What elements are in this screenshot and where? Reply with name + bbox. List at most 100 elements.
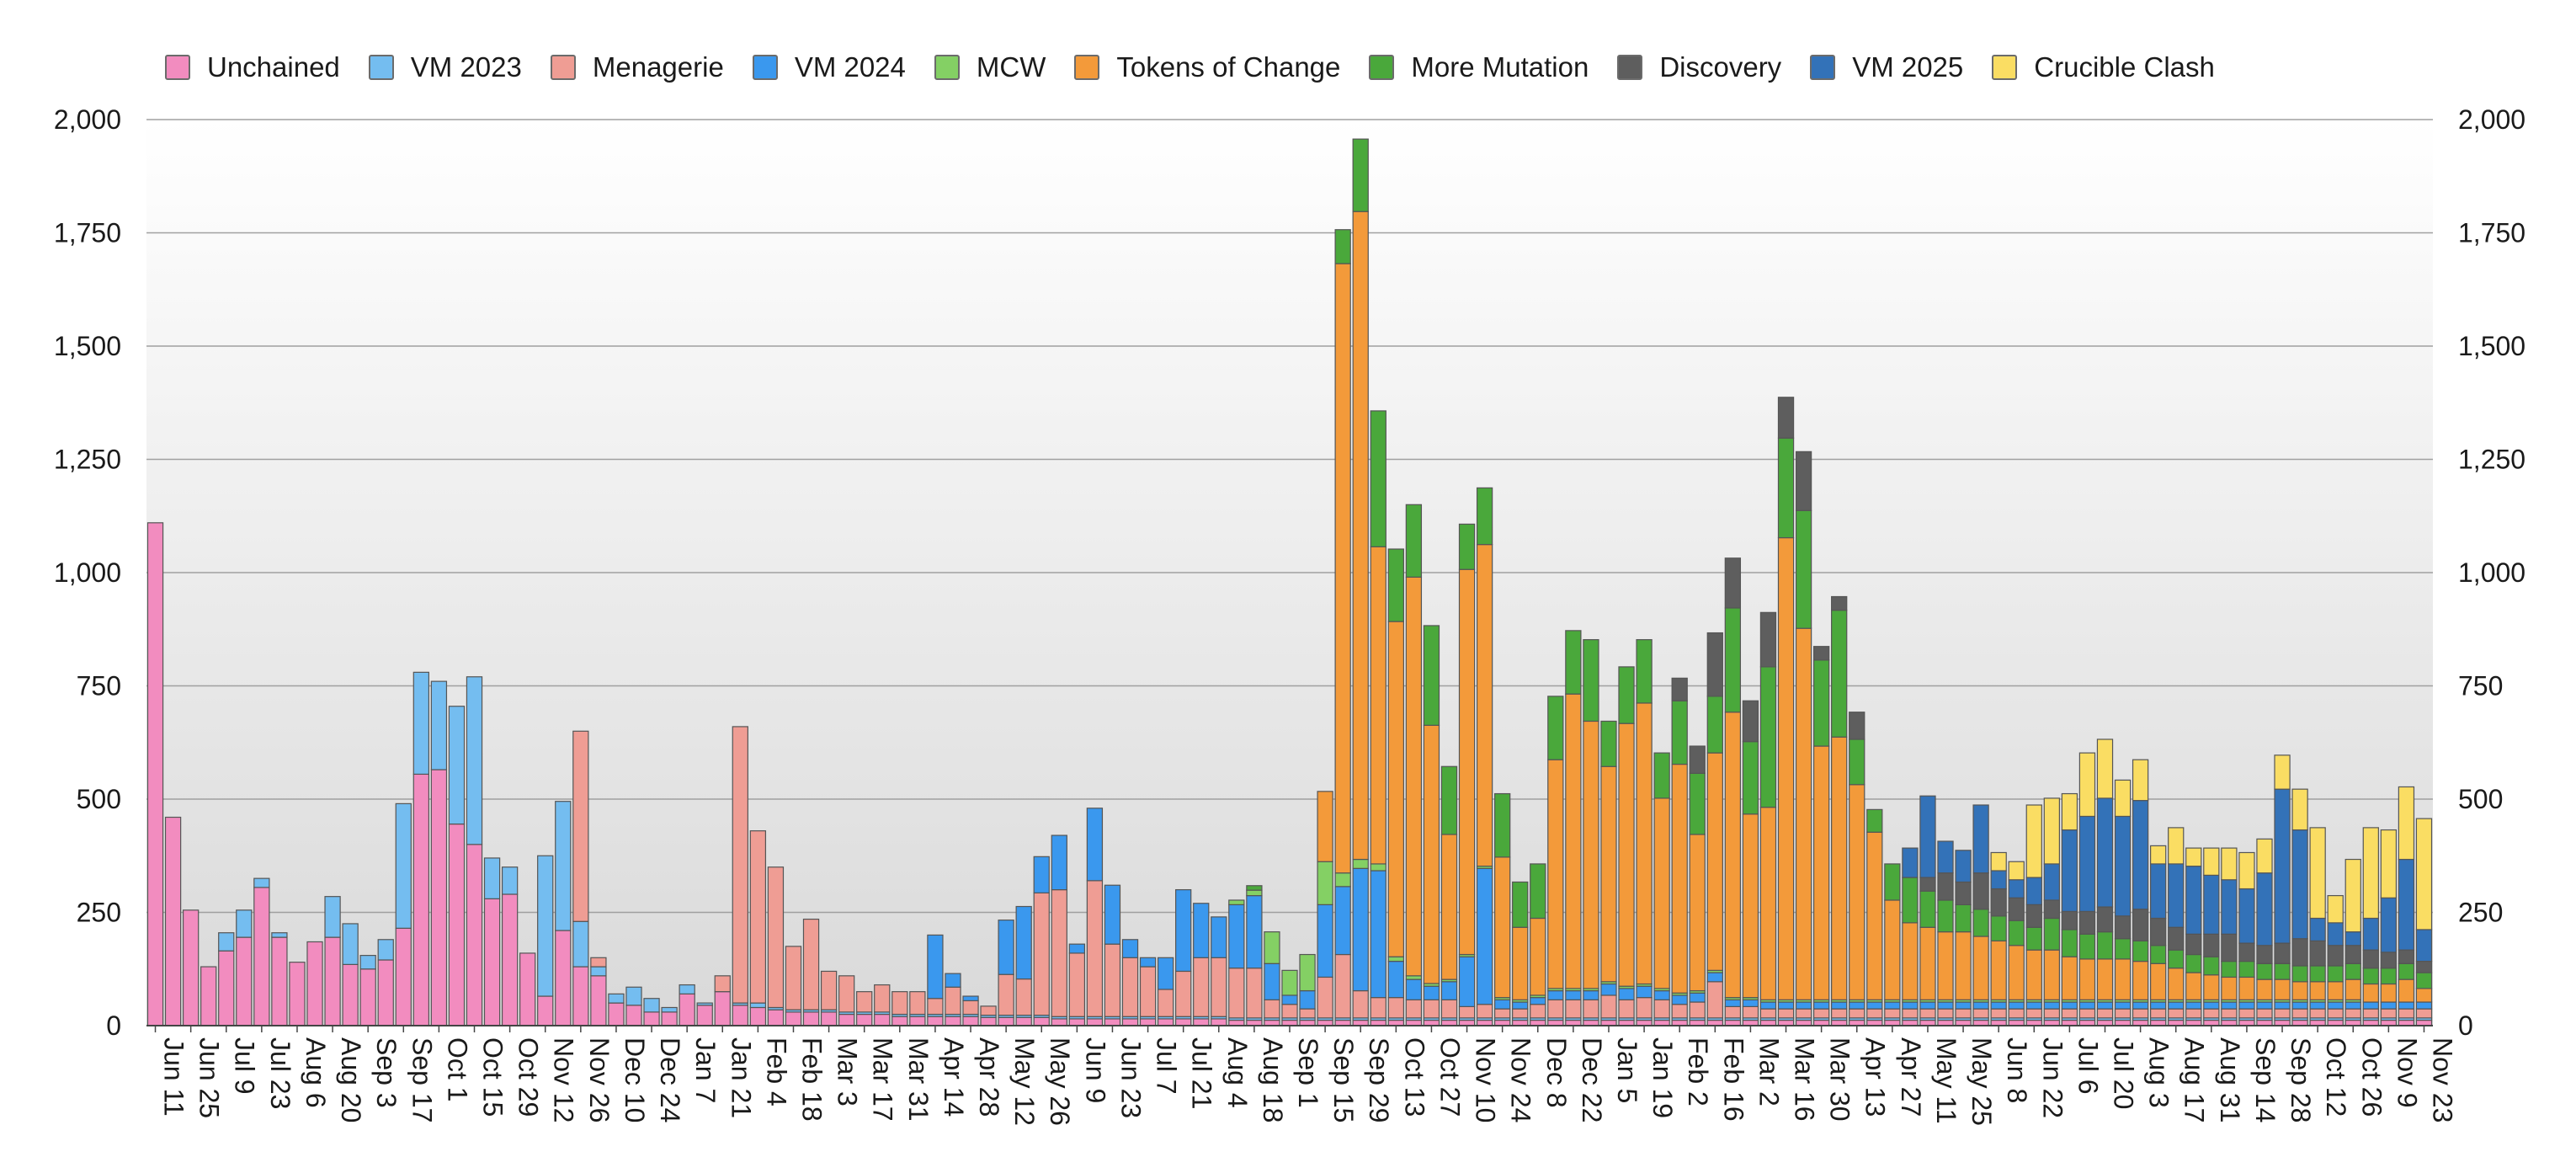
bar-segment bbox=[2043, 899, 2060, 920]
legend-item: MCW bbox=[934, 51, 1046, 83]
bar-segment bbox=[2221, 847, 2238, 881]
bar-segment bbox=[874, 1013, 891, 1026]
x-tick-label: Jun 25 bbox=[194, 1037, 225, 1118]
bar-segment bbox=[1334, 229, 1351, 264]
bar-segment bbox=[1689, 1001, 1706, 1019]
bar-segment bbox=[2274, 754, 2291, 790]
bar-segment bbox=[1689, 992, 1706, 1003]
bar-segment bbox=[2398, 858, 2415, 951]
bar-segment bbox=[2150, 845, 2167, 865]
bar-segment bbox=[572, 730, 589, 922]
bar-segment bbox=[2415, 988, 2433, 1003]
bar-segment bbox=[625, 1005, 642, 1026]
bar-segment bbox=[1972, 1001, 1989, 1010]
bar-segment bbox=[1033, 892, 1050, 1016]
bar-segment bbox=[1689, 772, 1706, 835]
bar-segment bbox=[1121, 939, 1139, 958]
y-tick-label-right: 1,500 bbox=[2458, 331, 2525, 361]
bar-segment bbox=[2008, 879, 2025, 898]
bar-segment bbox=[1493, 1008, 1511, 1019]
bar-segment bbox=[1955, 931, 1972, 1000]
x-tick-label: Mar 3 bbox=[833, 1037, 863, 1106]
bar-segment bbox=[1990, 1001, 2007, 1010]
bar-segment bbox=[661, 1006, 678, 1013]
bar-segment bbox=[2398, 1001, 2415, 1010]
legend-swatch bbox=[1617, 55, 1643, 80]
bar-segment bbox=[909, 1016, 926, 1026]
x-tick-label: Nov 23 bbox=[2427, 1037, 2457, 1122]
bar-segment bbox=[1458, 523, 1476, 570]
bar-segment bbox=[1440, 834, 1458, 980]
bar-segment bbox=[1334, 953, 1351, 1019]
bar-segment bbox=[1653, 999, 1670, 1019]
x-tick-label: Jul 7 bbox=[1152, 1037, 1182, 1095]
bar-segment bbox=[1051, 834, 1067, 891]
bar-segment bbox=[1512, 1008, 1529, 1019]
x-tick-label: Oct 15 bbox=[478, 1037, 508, 1117]
bar-segment bbox=[1955, 1001, 1972, 1010]
bar-segment bbox=[1990, 888, 2007, 917]
bar-segment bbox=[1068, 943, 1086, 954]
bar-segment bbox=[1565, 999, 1582, 1019]
bar-segment bbox=[430, 769, 448, 1026]
bar-segment bbox=[1902, 847, 1919, 878]
bar-segment bbox=[1671, 994, 1688, 1005]
bar-segment bbox=[1972, 909, 1989, 937]
bar-segment bbox=[1370, 546, 1386, 865]
bar-segment bbox=[732, 726, 748, 1004]
bar-segment bbox=[1795, 451, 1812, 511]
bar-segment bbox=[1334, 263, 1351, 874]
bar-segment bbox=[2132, 909, 2149, 941]
x-tick-label: Jul 23 bbox=[265, 1037, 295, 1109]
x-tick-label: Jun 8 bbox=[2002, 1037, 2032, 1103]
legend-swatch bbox=[165, 55, 190, 80]
legend-item: VM 2025 bbox=[1810, 51, 1963, 83]
x-tick-label: Feb 16 bbox=[1718, 1037, 1748, 1122]
bar-segment bbox=[253, 877, 270, 888]
bar-segment bbox=[2344, 1001, 2361, 1010]
bar-segment bbox=[2043, 1001, 2060, 1010]
bar-segment bbox=[1636, 997, 1653, 1019]
bar-segment bbox=[2256, 1001, 2273, 1010]
bar-segment bbox=[2150, 962, 2167, 1000]
bar-segment bbox=[2203, 874, 2220, 935]
bar-segment bbox=[1849, 712, 1865, 740]
bar-segment bbox=[608, 1002, 625, 1026]
y-tick-label-left: 250 bbox=[77, 898, 121, 928]
bar-segment bbox=[1831, 595, 1848, 611]
x-tick-label: Oct 26 bbox=[2356, 1037, 2387, 1117]
bar-segment bbox=[218, 932, 235, 952]
bar-segment bbox=[1405, 576, 1423, 977]
bar-segment bbox=[2380, 1008, 2398, 1019]
bar-segment bbox=[2291, 1008, 2308, 1019]
bar-segment bbox=[2256, 1008, 2273, 1019]
bar-segment bbox=[1849, 1001, 1865, 1010]
legend-label: Crucible Clash bbox=[2034, 51, 2215, 83]
y-tick-label-left: 1,500 bbox=[54, 331, 121, 361]
bar-segment bbox=[2096, 958, 2114, 1000]
bar-segment bbox=[2078, 933, 2096, 960]
bar-segment bbox=[2221, 976, 2238, 1000]
bar-segment bbox=[2380, 952, 2398, 969]
bar-segment bbox=[2025, 904, 2042, 928]
bar-segment bbox=[962, 1016, 979, 1026]
bar-segment bbox=[2078, 910, 2096, 935]
bar-segment bbox=[2256, 872, 2273, 946]
x-tick-label: Jan 21 bbox=[726, 1037, 756, 1118]
bar-segment bbox=[2398, 962, 2415, 980]
legend-swatch bbox=[1810, 55, 1836, 80]
bar-segment bbox=[1370, 410, 1386, 547]
bar-segment bbox=[2025, 804, 2042, 878]
bar-segment bbox=[2114, 815, 2132, 917]
bar-segment bbox=[1193, 1018, 1210, 1026]
bar-segment bbox=[2078, 958, 2096, 1000]
bar-segment bbox=[945, 1016, 961, 1026]
bar-segment bbox=[1547, 989, 1564, 1000]
x-tick-label: Jun 11 bbox=[159, 1037, 189, 1117]
bar-segment bbox=[2061, 792, 2078, 831]
bar-segment bbox=[2025, 926, 2042, 951]
bar-segment bbox=[1618, 988, 1635, 1000]
y-tick-label-right: 750 bbox=[2458, 671, 2503, 701]
bar-segment bbox=[1458, 568, 1476, 956]
legend-item: VM 2023 bbox=[368, 51, 522, 83]
